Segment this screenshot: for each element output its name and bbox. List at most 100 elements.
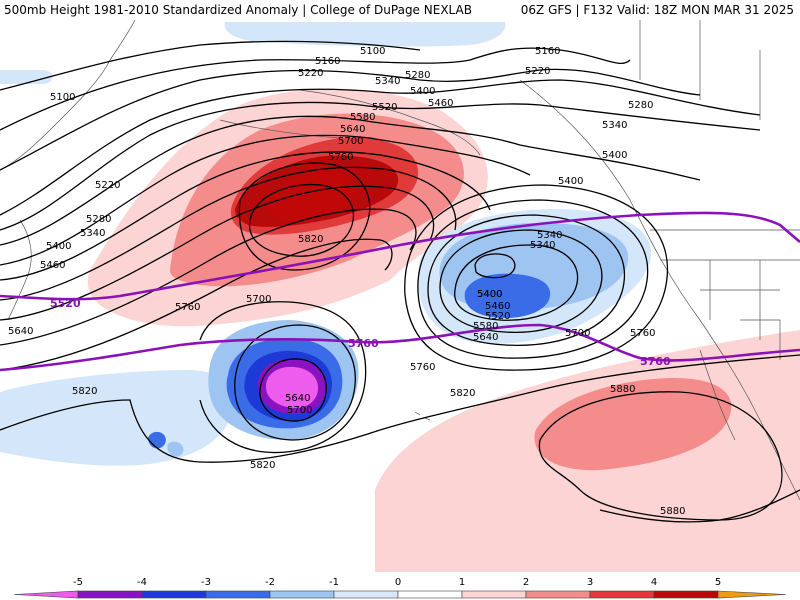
contour-label: 5820 <box>450 388 475 399</box>
legend-swatch <box>653 590 719 599</box>
contour-label: 5220 <box>298 68 323 79</box>
contour-5160 <box>0 47 631 131</box>
contour-5400 <box>0 115 701 246</box>
contour-5460 <box>0 134 531 266</box>
alaska-coast <box>299 89 481 156</box>
contour-label: 5100 <box>360 46 385 57</box>
contour-label: 5340 <box>530 240 555 251</box>
legend-tick-label: 0 <box>395 577 401 588</box>
legend-swatch <box>589 590 655 599</box>
contour-5640 <box>0 185 435 321</box>
product-title: 500mb Height 1981-2010 Standardized Anom… <box>4 3 472 17</box>
contour-label: 5640 <box>340 124 365 135</box>
contour-label: 5760 <box>410 362 435 373</box>
legend-tick-label: 4 <box>651 577 657 588</box>
contour-label: 5220 <box>525 66 550 77</box>
contour-5520-low <box>427 214 626 346</box>
legend-swatch <box>461 590 527 599</box>
contour-labels: 5100 5160 5160 5220 5220 5280 5280 5340 … <box>8 46 685 517</box>
anomaly-shading <box>0 22 800 572</box>
contour-label: 5400 <box>46 241 71 252</box>
positive-anomaly-center <box>268 171 355 222</box>
negative-anomaly-central-1 <box>0 370 235 466</box>
contour-label: 5580 <box>473 321 498 332</box>
contour-5580-low <box>417 199 649 359</box>
aleutians <box>219 119 341 139</box>
contour-5280 <box>0 79 761 216</box>
contour-label: 5640 <box>473 332 498 343</box>
anomaly-legend: -5 -4 -3 -2 -1 0 1 2 3 4 5 <box>13 577 787 599</box>
contour-label: 5520 <box>485 311 510 322</box>
contour-5220 <box>0 68 701 171</box>
legend-swatch <box>13 590 79 599</box>
contour-label: 5400 <box>410 86 435 97</box>
contour-5340 <box>0 101 761 231</box>
legend-swatch <box>77 590 143 599</box>
legend-tick-label: -2 <box>265 577 275 588</box>
contour-label: 5220 <box>95 180 120 191</box>
contour-label: 5760 <box>630 328 655 339</box>
contour-label: 5640 <box>285 393 310 404</box>
contour-label: 5160 <box>535 46 560 57</box>
contour-label: 5400 <box>558 176 583 187</box>
highlight-contours <box>0 211 800 372</box>
positive-anomaly-south-2 <box>534 377 732 471</box>
highlight-label: 5760 <box>640 355 671 368</box>
contour-label: 5160 <box>315 56 340 67</box>
contour-label: 5460 <box>485 301 510 312</box>
contour-label: 5280 <box>86 214 111 225</box>
contour-5880-south <box>538 391 783 521</box>
contour-5700-cpac <box>234 324 356 441</box>
legend-swatch <box>717 590 787 599</box>
contour-label: 5100 <box>50 92 75 103</box>
height-contours <box>0 40 800 523</box>
contour-label: 5700 <box>338 136 363 147</box>
contour-label: 5340 <box>602 120 627 131</box>
contour-label: 5340 <box>537 230 562 241</box>
contour-label: 5820 <box>298 234 323 245</box>
negative-anomaly-small-2 <box>167 441 184 457</box>
hawaii <box>414 411 431 421</box>
weather-map: 5100 5160 5160 5220 5220 5280 5280 5340 … <box>0 20 800 572</box>
contour-label: 5400 <box>477 289 502 300</box>
contour-label: 5820 <box>250 460 275 471</box>
contour-5820-high <box>248 183 354 257</box>
contour-label: 5640 <box>8 326 33 337</box>
contour-label: 5760 <box>175 302 200 313</box>
legend-tick-label: -3 <box>201 577 211 588</box>
highlight-labels: 5520 5760 5760 <box>50 297 671 368</box>
contour-label: 5280 <box>405 70 430 81</box>
contour-label: 5700 <box>287 405 312 416</box>
highlight-5760 <box>0 323 800 372</box>
legend-tick-label: 1 <box>459 577 465 588</box>
contour-5760-high <box>238 162 371 271</box>
contour-5760-cpac <box>199 301 367 454</box>
contour-5880-lower <box>599 489 800 523</box>
highlight-label: 5760 <box>348 337 379 350</box>
header-bar: 500mb Height 1981-2010 Standardized Anom… <box>0 0 800 20</box>
legend-swatch <box>269 590 335 599</box>
highlight-label: 5520 <box>50 297 81 310</box>
legend-swatch <box>525 590 591 599</box>
contour-5100 <box>0 40 421 91</box>
contour-label: 5460 <box>40 260 65 271</box>
west-coast-na <box>519 79 800 501</box>
contour-label: 5880 <box>660 506 685 517</box>
contour-5640-low <box>404 184 669 371</box>
legend-ticks: -5 -4 -3 -2 -1 0 1 2 3 4 5 <box>73 577 721 588</box>
contour-5640-cpac <box>259 358 327 422</box>
us-states <box>650 229 800 360</box>
contour-label: 5400 <box>477 289 502 300</box>
legend-tick-label: -4 <box>137 577 147 588</box>
contour-label: 5520 <box>372 102 397 113</box>
contour-label: 5820 <box>72 386 97 397</box>
contour-label: 5700 <box>246 294 271 305</box>
contour-5820-south <box>0 354 800 463</box>
canada-grid <box>639 20 761 120</box>
contour-label: 5340 <box>375 76 400 87</box>
negative-anomaly-ne-3 <box>464 273 551 318</box>
contour-5760 <box>0 238 393 371</box>
contour-label: 5280 <box>628 100 653 111</box>
legend-swatch <box>397 590 463 599</box>
